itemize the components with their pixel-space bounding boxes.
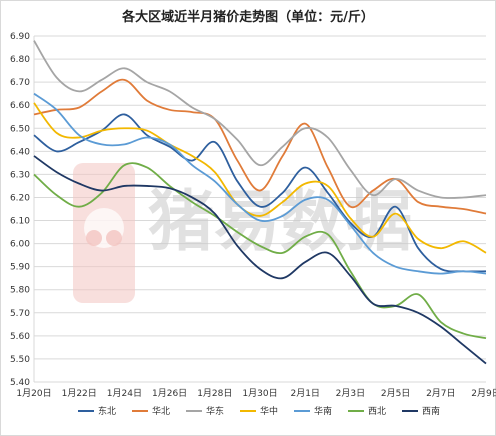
x-tick-label: 1月26日 <box>152 388 187 399</box>
watermark-text: 猪易数据 <box>148 182 412 260</box>
x-tick-label: 2月5日 <box>381 388 410 399</box>
y-tick-label: 6.20 <box>10 193 30 203</box>
x-tick-label: 2月7日 <box>426 388 455 399</box>
legend-label: 华北 <box>152 405 170 417</box>
legend-label: 华中 <box>260 405 278 417</box>
series-line-5 <box>33 162 487 340</box>
y-tick-label: 5.70 <box>10 309 30 319</box>
y-tick-label: 6.70 <box>10 78 30 88</box>
x-tick-label: 1月28日 <box>197 388 232 399</box>
series-line-4 <box>33 92 487 275</box>
y-tick-label: 5.50 <box>10 355 30 365</box>
y-tick-label: 6.40 <box>10 147 30 157</box>
y-tick-label: 6.00 <box>10 240 30 250</box>
series-line-0 <box>33 113 487 273</box>
y-tick-label: 5.40 <box>10 378 30 388</box>
y-tick-label: 6.80 <box>10 55 30 65</box>
y-tick-label: 6.90 <box>10 32 30 42</box>
watermark-logo-icon <box>73 163 135 303</box>
y-tick-label: 6.50 <box>10 124 30 134</box>
chart-title: 各大区域近半月猪价走势图（单位：元/斤） <box>122 10 374 25</box>
legend-label: 华东 <box>206 405 224 417</box>
x-tick-label: 1月20日 <box>16 388 51 399</box>
y-tick-label: 6.10 <box>10 217 30 227</box>
x-tick-label: 1月30日 <box>242 388 277 399</box>
legend-label: 华南 <box>314 405 332 417</box>
series-line-2 <box>33 40 487 199</box>
x-tick-label: 1月22日 <box>62 388 97 399</box>
x-tick-label: 2月9日 <box>471 388 496 399</box>
legend-label: 西北 <box>368 406 386 417</box>
legend-label: 西南 <box>422 405 440 417</box>
x-tick-label: 2月1日 <box>290 388 319 399</box>
y-tick-label: 5.60 <box>10 332 30 342</box>
series-line-6 <box>33 155 487 365</box>
y-tick-label: 6.30 <box>10 170 30 180</box>
y-tick-label: 6.60 <box>10 101 30 111</box>
series-line-1 <box>33 78 487 215</box>
x-tick-label: 2月3日 <box>336 388 365 399</box>
legend-label: 东北 <box>98 405 116 417</box>
y-tick-label: 5.80 <box>10 286 30 296</box>
y-tick-label: 5.90 <box>10 263 30 273</box>
x-tick-label: 1月24日 <box>107 388 142 399</box>
series-line-3 <box>33 102 487 254</box>
